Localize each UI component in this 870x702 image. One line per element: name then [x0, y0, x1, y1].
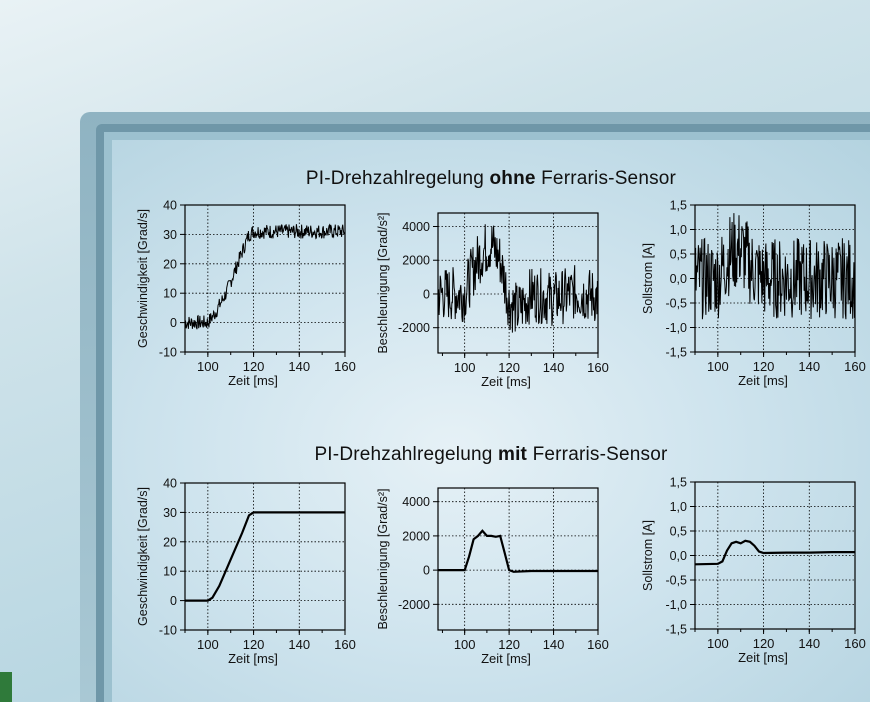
- green-edge-bar: [0, 672, 12, 702]
- chart-1-xtick-label: 160: [334, 359, 356, 374]
- chart-3-ylabel: Sollstrom [A]: [641, 243, 655, 314]
- chart-4-ylabel: Geschwindigkeit [Grad/s]: [136, 487, 150, 626]
- chart-2-xtick-label: 160: [587, 360, 609, 375]
- chart-6-ytick-label: 1,0: [670, 500, 687, 514]
- chart-1-xtick-label: 120: [243, 359, 265, 374]
- chart-1-series-line: [185, 223, 345, 330]
- chart-1-xlabel: Zeit [ms]: [228, 373, 278, 388]
- chart-6-series-line: [695, 539, 855, 566]
- chart-1-ytick-label: 30: [163, 228, 177, 242]
- chart-5-ytick-label: -2000: [398, 598, 430, 612]
- title-ohne-pre: PI-Drehzahlregelung: [305, 168, 490, 189]
- chart-1-xtick-label: 100: [197, 359, 219, 374]
- chart-5-ytick-label: 4000: [402, 495, 430, 509]
- chart-5-xlabel: Zeit [ms]: [481, 651, 531, 666]
- chart-4-ytick-label: 40: [163, 477, 177, 491]
- chart-5-xtick-label: 160: [587, 637, 609, 652]
- chart-3-ytick-label: 0,5: [670, 248, 687, 262]
- chart-4-ytick-label: 30: [163, 506, 177, 520]
- chart-4-series-line: [185, 511, 345, 602]
- chart-6-ytick-label: 0,5: [670, 525, 687, 539]
- chart-1-ytick-label: 40: [163, 199, 177, 213]
- chart-1-ylabel: Geschwindigkeit [Grad/s]: [136, 209, 150, 348]
- title-ohne-bold: ohne: [489, 168, 536, 189]
- title-ohne-post: Ferraris-Sensor: [535, 168, 677, 189]
- chart-6-ytick-label: -1,5: [665, 623, 687, 637]
- chart-2-ylabel: Beschleunigung [Grad/s²]: [376, 212, 390, 353]
- chart-3-series-line: [695, 213, 855, 320]
- chart-4-xlabel: Zeit [ms]: [228, 651, 278, 666]
- chart-3-xlabel: Zeit [ms]: [738, 373, 788, 388]
- chart-3-xtick-label: 160: [844, 359, 866, 374]
- chart-4-xtick-label: 160: [334, 637, 356, 652]
- chart-6-ytick-label: -1,0: [665, 598, 687, 612]
- title-mit-bold: mit: [497, 444, 528, 465]
- chart-1-ytick-label: 0: [170, 316, 177, 330]
- chart-4-ytick-label: -10: [159, 624, 177, 638]
- chart-2-frame: [437, 212, 599, 354]
- chart-4-frame: [184, 482, 346, 631]
- chart-6-ytick-label: 1,5: [670, 476, 687, 490]
- chart-4-ytick-label: 10: [163, 565, 177, 579]
- chart-2-xtick-label: 100: [454, 360, 476, 375]
- chart-2-ytick-label: 2000: [402, 254, 430, 268]
- chart-2-xlabel: Zeit [ms]: [481, 374, 531, 389]
- chart-3-ytick-label: -0,5: [665, 297, 687, 311]
- section-title-ohne: PI-Drehzahlregelung ohne Ferraris-Sensor: [112, 168, 870, 190]
- chart-4-ytick-label: 20: [163, 535, 177, 549]
- chart-4-xtick-label: 100: [197, 637, 219, 652]
- title-mit-post: Ferraris-Sensor: [527, 444, 668, 465]
- chart-6-xtick-label: 120: [753, 636, 775, 651]
- chart-1-frame: [184, 204, 346, 353]
- chart-6-ylabel: Sollstrom [A]: [641, 520, 655, 591]
- chart-3-ytick-label: -1,0: [665, 321, 687, 335]
- chart-2-xtick-label: 140: [543, 360, 565, 375]
- chart-1-ytick-label: 20: [163, 257, 177, 271]
- chart-1-ytick-label: -10: [159, 346, 177, 360]
- chart-3-ytick-label: 1,0: [670, 223, 687, 237]
- chart-6-frame: [694, 481, 856, 630]
- title-mit-pre: PI-Drehzahlregelung: [314, 444, 498, 465]
- chart-5-xtick-label: 120: [498, 637, 520, 652]
- chart-5-series-line: [438, 529, 598, 573]
- chart-6-xlabel: Zeit [ms]: [738, 650, 788, 665]
- chart-3-ytick-label: -1,5: [665, 346, 687, 360]
- chart-2-ytick-label: 0: [423, 287, 430, 301]
- chart-3-xtick-label: 100: [707, 359, 729, 374]
- chart-6-ytick-label: -0,5: [665, 574, 687, 588]
- chart-4-xtick-label: 120: [243, 637, 265, 652]
- chart-5-ytick-label: 2000: [402, 529, 430, 543]
- chart-6-xtick-label: 140: [798, 636, 820, 651]
- chart-1-xtick-label: 140: [288, 359, 310, 374]
- chart-5-frame: [437, 487, 599, 631]
- chart-5-ylabel: Beschleunigung [Grad/s²]: [376, 488, 390, 629]
- section-title-mit: PI-Drehzahlregelung mit Ferraris-Sensor: [112, 444, 870, 466]
- chart-6-ytick-label: 0,0: [670, 549, 687, 563]
- chart-3-ytick-label: 1,5: [670, 199, 687, 213]
- chart-2-xtick-label: 120: [498, 360, 520, 375]
- chart-5-xtick-label: 100: [454, 637, 476, 652]
- chart-5-xtick-label: 140: [543, 637, 565, 652]
- chart-2-series-line: [438, 224, 598, 333]
- chart-6-xtick-label: 160: [844, 636, 866, 651]
- chart-3-xtick-label: 120: [753, 359, 775, 374]
- chart-5-ytick-label: 0: [423, 564, 430, 578]
- chart-3-xtick-label: 140: [798, 359, 820, 374]
- chart-3-ytick-label: 0,0: [670, 272, 687, 286]
- chart-1-ytick-label: 10: [163, 287, 177, 301]
- chart-4-xtick-label: 140: [288, 637, 310, 652]
- chart-6-xtick-label: 100: [707, 636, 729, 651]
- chart-2-ytick-label: -2000: [398, 321, 430, 335]
- chart-4-ytick-label: 0: [170, 594, 177, 608]
- chart-2-ytick-label: 4000: [402, 220, 430, 234]
